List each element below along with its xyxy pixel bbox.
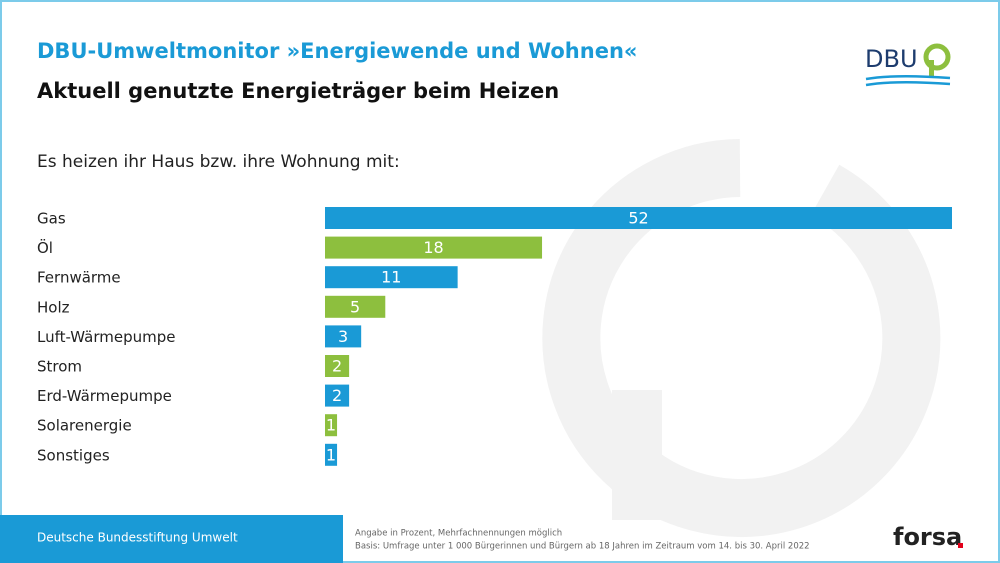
footnote: Angabe in Prozent, Mehrfachnennungen mög… [355, 529, 562, 539]
value-label: 3 [338, 327, 348, 346]
bar [325, 443, 338, 466]
category-label: Holz [37, 298, 70, 316]
value-label: 5 [350, 297, 360, 316]
forsa-logo: forsa [893, 523, 962, 551]
category-label: Luft-Wärmepumpe [37, 328, 176, 346]
watermark [542, 139, 941, 537]
forsa-logo-dot [958, 543, 963, 548]
bar [325, 384, 350, 407]
bar [325, 355, 350, 377]
bar [325, 295, 386, 318]
dbu-logo-circle [923, 43, 951, 71]
category-label: Fernwärme [37, 269, 121, 287]
dbu-logo-text: DBU [865, 45, 918, 73]
dbu-logo: DBU [865, 43, 951, 87]
chart-title: DBU-Umweltmonitor »Energiewende und Wohn… [37, 39, 637, 63]
category-label: Erd-Wärmepumpe [37, 387, 172, 405]
value-label: 52 [628, 209, 648, 228]
question: Es heizen ihr Haus bzw. ihre Wohnung mit… [37, 152, 400, 172]
footnote: Basis: Umfrage unter 1 000 Bürgerinnen u… [355, 542, 810, 552]
footer-band [0, 515, 343, 563]
footer-organization: Deutsche Bundesstiftung Umwelt [37, 531, 238, 545]
bar [325, 266, 458, 289]
bar [325, 207, 952, 229]
dbu-logo-waves [865, 74, 951, 87]
value-label: 11 [381, 268, 401, 287]
dbu-logo-stem [929, 60, 934, 76]
chart-subtitle: Aktuell genutzte Energieträger beim Heiz… [37, 79, 559, 103]
bar [325, 236, 543, 259]
category-label: Gas [37, 210, 66, 228]
category-label: Sonstiges [37, 446, 110, 464]
category-label: Öl [37, 238, 53, 257]
value-label: 18 [423, 238, 443, 257]
value-label: 1 [326, 416, 336, 435]
watermark-ring [542, 139, 941, 537]
value-label: 1 [326, 445, 336, 464]
category-label: Strom [37, 358, 82, 376]
bar [325, 414, 338, 437]
value-label: 2 [332, 357, 342, 376]
value-label: 2 [332, 386, 342, 405]
bar [325, 325, 362, 348]
category-label: Solarenergie [37, 417, 132, 435]
watermark-stem [612, 390, 662, 520]
